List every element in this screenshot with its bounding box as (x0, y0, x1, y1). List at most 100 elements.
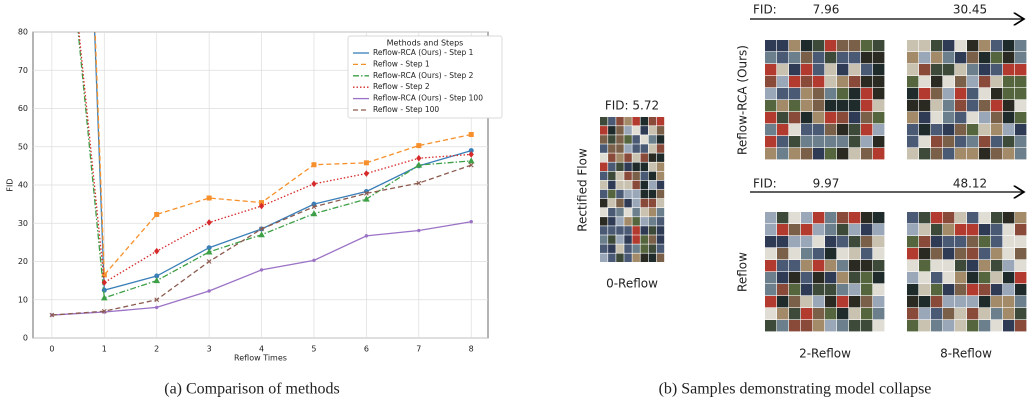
sample-image (967, 296, 979, 308)
sample-image (777, 284, 789, 296)
sample-image (656, 253, 665, 262)
sample-image (624, 144, 632, 153)
sample-image (801, 124, 813, 136)
sample-image (600, 244, 608, 253)
sample-image (931, 148, 943, 160)
sample-image (873, 112, 885, 124)
sample-image (955, 124, 967, 136)
sample-image (979, 272, 991, 284)
sample-image (919, 308, 931, 320)
x-tick-label: 5 (311, 345, 316, 354)
sample-image (861, 40, 873, 52)
row-label: Rectified Flow (576, 148, 590, 232)
sample-image (656, 117, 665, 126)
y-tick-label: 50 (18, 142, 28, 151)
sample-image (1003, 100, 1015, 112)
sample-image (907, 124, 919, 136)
sample-image (632, 180, 640, 190)
sample-image (765, 272, 777, 284)
marker (259, 226, 264, 232)
sample-image (813, 296, 825, 308)
sample-image (991, 212, 1003, 224)
sample-image (608, 189, 616, 199)
sample-image (955, 236, 967, 248)
sample-image (624, 162, 632, 171)
y-tick-label: 80 (18, 28, 28, 37)
marker (259, 268, 264, 272)
sample-image (979, 76, 991, 88)
sample-image (873, 224, 885, 236)
sample-image (873, 308, 885, 320)
sample-image (624, 226, 632, 235)
sample-image (765, 100, 777, 112)
sample-image (849, 212, 861, 224)
sample-image (640, 235, 648, 244)
sample-image (648, 117, 657, 126)
sample-image (837, 308, 849, 320)
sample-grids (600, 40, 1027, 332)
sample-image (600, 117, 608, 126)
sample-image (873, 284, 885, 296)
sample-image (813, 64, 825, 76)
sample-image (1015, 296, 1027, 308)
sample-image (777, 296, 789, 308)
sample-image (801, 76, 813, 88)
sample-image (861, 88, 873, 100)
sample-image (825, 308, 837, 320)
marker (206, 259, 212, 264)
sample-image (943, 40, 955, 52)
sample-image (777, 76, 789, 88)
sample-image (955, 248, 967, 260)
sample-image (979, 320, 991, 332)
sample-image (801, 296, 813, 308)
sample-image (943, 52, 955, 64)
sample-image (991, 272, 1003, 284)
sample-image (837, 296, 849, 308)
sample-image (616, 198, 624, 208)
sample-image (813, 136, 825, 148)
sample-image (873, 272, 885, 284)
sample-image (967, 236, 979, 248)
sample-image (1003, 236, 1015, 248)
sample-image (1015, 236, 1027, 248)
marker (207, 289, 211, 293)
sample-image (765, 148, 777, 160)
sample-image (873, 100, 885, 112)
sample-image (967, 124, 979, 136)
sample-image (861, 248, 873, 260)
sample-image (849, 76, 861, 88)
marker (206, 195, 212, 201)
sample-image (600, 135, 608, 144)
sample-image (624, 171, 632, 181)
sample-image (648, 244, 657, 253)
sample-image (919, 52, 931, 64)
sample-image (801, 248, 813, 260)
sample-image (943, 112, 955, 124)
sample-image (624, 117, 632, 126)
marker (101, 308, 107, 314)
sample-image (907, 284, 919, 296)
sample-image (813, 124, 825, 136)
sample-image (1015, 76, 1027, 88)
sample-image (608, 244, 616, 253)
sample-image (991, 112, 1003, 124)
sample-image (1003, 88, 1015, 100)
sample-image (967, 308, 979, 320)
sample-image (789, 272, 801, 284)
sample-image (656, 198, 665, 208)
sample-image (955, 148, 967, 160)
sample-image (765, 284, 777, 296)
sample-image (640, 135, 648, 144)
sample-image (967, 212, 979, 224)
sample-image (656, 126, 665, 135)
sample-image (931, 320, 943, 332)
sample-image (656, 235, 665, 244)
sample-image (943, 236, 955, 248)
sample-image (765, 260, 777, 272)
sample-image (632, 189, 640, 199)
sample-image (632, 198, 640, 208)
sample-image (765, 248, 777, 260)
sample-image (632, 235, 640, 244)
sample-image (837, 224, 849, 236)
sample-image (991, 236, 1003, 248)
